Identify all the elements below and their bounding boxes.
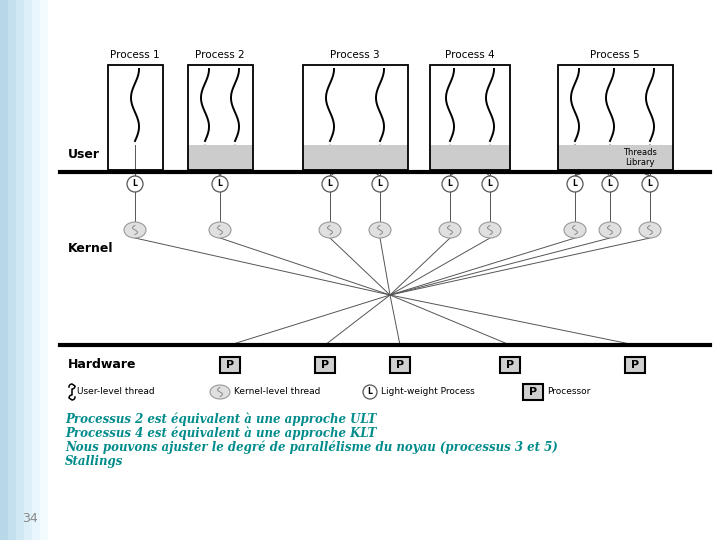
- Text: Process 1: Process 1: [110, 50, 160, 60]
- Text: L: L: [377, 179, 382, 188]
- Text: 34: 34: [22, 512, 38, 525]
- Text: Process 2: Process 2: [195, 50, 245, 60]
- Text: User: User: [68, 148, 100, 161]
- Text: Kernel: Kernel: [68, 242, 114, 255]
- Text: P: P: [529, 387, 537, 397]
- Bar: [430, 145, 510, 170]
- Ellipse shape: [564, 222, 586, 238]
- Bar: [40, 0, 48, 540]
- Bar: [523, 384, 543, 400]
- Text: Processus 4 est équivalent à une approche KLT: Processus 4 est équivalent à une approch…: [65, 427, 377, 440]
- Text: Process 3: Process 3: [330, 50, 380, 60]
- Ellipse shape: [210, 385, 230, 399]
- Circle shape: [363, 385, 377, 399]
- Bar: [220, 357, 240, 373]
- Bar: [430, 65, 510, 170]
- Bar: [187, 65, 253, 170]
- Bar: [500, 357, 520, 373]
- Text: P: P: [321, 360, 329, 370]
- Bar: [24, 0, 32, 540]
- Text: L: L: [328, 179, 333, 188]
- Text: L: L: [487, 179, 492, 188]
- Bar: [8, 0, 16, 540]
- Bar: [557, 145, 672, 170]
- Bar: [107, 65, 163, 170]
- Bar: [315, 357, 335, 373]
- Text: L: L: [448, 179, 452, 188]
- Text: Light-weight Process: Light-weight Process: [381, 388, 474, 396]
- Bar: [302, 65, 408, 170]
- Ellipse shape: [479, 222, 501, 238]
- Bar: [32, 0, 40, 540]
- Circle shape: [372, 176, 388, 192]
- Ellipse shape: [124, 222, 146, 238]
- Text: L: L: [368, 388, 372, 396]
- Text: Threads
Library: Threads Library: [623, 148, 657, 167]
- Text: L: L: [572, 179, 577, 188]
- Text: Stallings: Stallings: [65, 456, 123, 469]
- Bar: [557, 65, 672, 170]
- Text: Processor: Processor: [547, 388, 590, 396]
- Text: Kernel-level thread: Kernel-level thread: [234, 388, 320, 396]
- Ellipse shape: [639, 222, 661, 238]
- Bar: [390, 357, 410, 373]
- Circle shape: [602, 176, 618, 192]
- Bar: [302, 145, 408, 170]
- Bar: [48, 0, 62, 540]
- Text: L: L: [217, 179, 222, 188]
- Bar: [187, 145, 253, 170]
- Circle shape: [642, 176, 658, 192]
- Ellipse shape: [209, 222, 231, 238]
- Text: Process 4: Process 4: [445, 50, 495, 60]
- Circle shape: [127, 176, 143, 192]
- Bar: [16, 0, 24, 540]
- Text: Processus 2 est équivalent à une approche ULT: Processus 2 est équivalent à une approch…: [65, 412, 377, 426]
- Circle shape: [567, 176, 583, 192]
- Ellipse shape: [369, 222, 391, 238]
- Text: P: P: [226, 360, 234, 370]
- Text: User-level thread: User-level thread: [77, 388, 155, 396]
- Bar: [0, 0, 8, 540]
- Text: P: P: [506, 360, 514, 370]
- Text: Hardware: Hardware: [68, 359, 137, 372]
- Circle shape: [482, 176, 498, 192]
- Ellipse shape: [439, 222, 461, 238]
- Bar: [625, 357, 645, 373]
- Text: Process 5: Process 5: [590, 50, 640, 60]
- Text: Nous pouvons ajuster le degré de parallélisme du noyau (processus 3 et 5): Nous pouvons ajuster le degré de parallé…: [65, 441, 558, 455]
- Text: P: P: [631, 360, 639, 370]
- Text: L: L: [608, 179, 613, 188]
- Text: P: P: [396, 360, 404, 370]
- Text: L: L: [132, 179, 138, 188]
- Circle shape: [442, 176, 458, 192]
- Ellipse shape: [599, 222, 621, 238]
- Circle shape: [212, 176, 228, 192]
- Circle shape: [322, 176, 338, 192]
- Ellipse shape: [319, 222, 341, 238]
- Text: L: L: [647, 179, 652, 188]
